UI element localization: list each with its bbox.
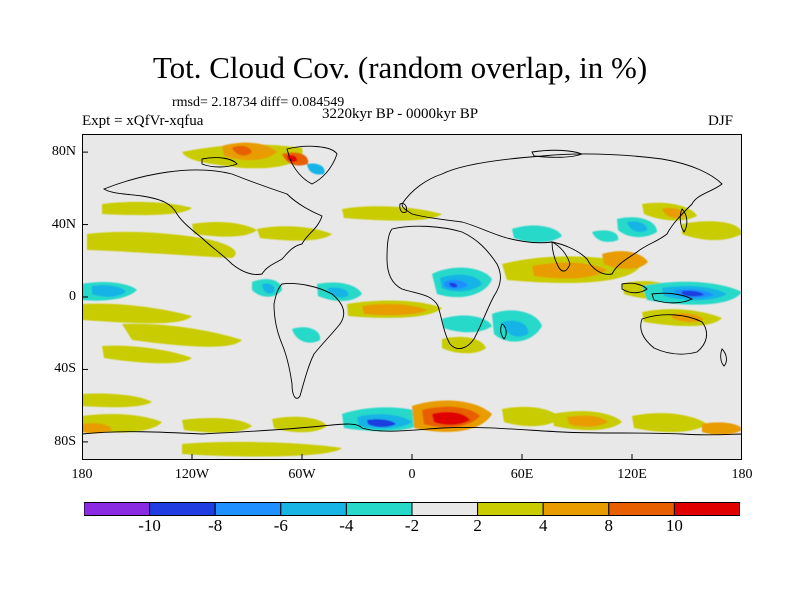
colorbar-swatch [477, 502, 544, 516]
colorbar-label: 8 [604, 516, 614, 535]
lon-label: 180 [731, 467, 753, 482]
lat-label: 80S [54, 433, 76, 449]
lat-label: 80N [51, 144, 76, 160]
anomaly-map [82, 134, 742, 460]
colorbar-label: -2 [404, 516, 420, 535]
colorbar-label: 2 [473, 516, 482, 535]
colorbar-label: -4 [339, 516, 354, 535]
period-label: 3220kyr BP - 0000kyr BP [322, 106, 479, 122]
experiment-label: Expt = xQfVr-xqfua [82, 113, 204, 129]
colorbar-swatch [280, 502, 347, 516]
lat-label: 0 [69, 289, 76, 304]
colorbar-swatch [214, 502, 282, 516]
map-background [82, 134, 742, 460]
colorbar [84, 502, 740, 516]
colorbar-swatch [673, 502, 740, 516]
colorbar-label: 10 [665, 516, 683, 535]
stats-label: rmsd= 2.18734 diff= 0.084549 [172, 95, 345, 110]
lon-label: 120W [174, 467, 210, 482]
lat-label: 40S [54, 361, 76, 377]
season-label: DJF [708, 113, 734, 129]
colorbar-swatch [345, 502, 413, 516]
colorbar-swatch [149, 502, 216, 516]
colorbar-swatch [542, 502, 610, 516]
colorbar-label: -6 [273, 516, 288, 535]
colorbar-swatch [411, 502, 479, 516]
coastlines [82, 145, 742, 436]
colorbar-label: -8 [208, 516, 223, 535]
colorbar-swatch [608, 502, 675, 516]
colorbar-label: 4 [538, 516, 548, 535]
colorbar-swatch [84, 502, 151, 516]
axis-ticks [82, 151, 742, 460]
lon-label: 60E [510, 467, 534, 482]
lon-label: 60W [288, 467, 316, 482]
colorbar-label: -10 [138, 516, 161, 535]
lon-label: 120E [617, 467, 647, 482]
map-title: Tot. Cloud Cov. (random overlap, in %) [152, 50, 648, 85]
lat-label: 40N [51, 216, 76, 232]
lon-label: 0 [408, 467, 416, 482]
lon-label: 180 [71, 467, 93, 482]
anomaly-fields [82, 142, 742, 457]
